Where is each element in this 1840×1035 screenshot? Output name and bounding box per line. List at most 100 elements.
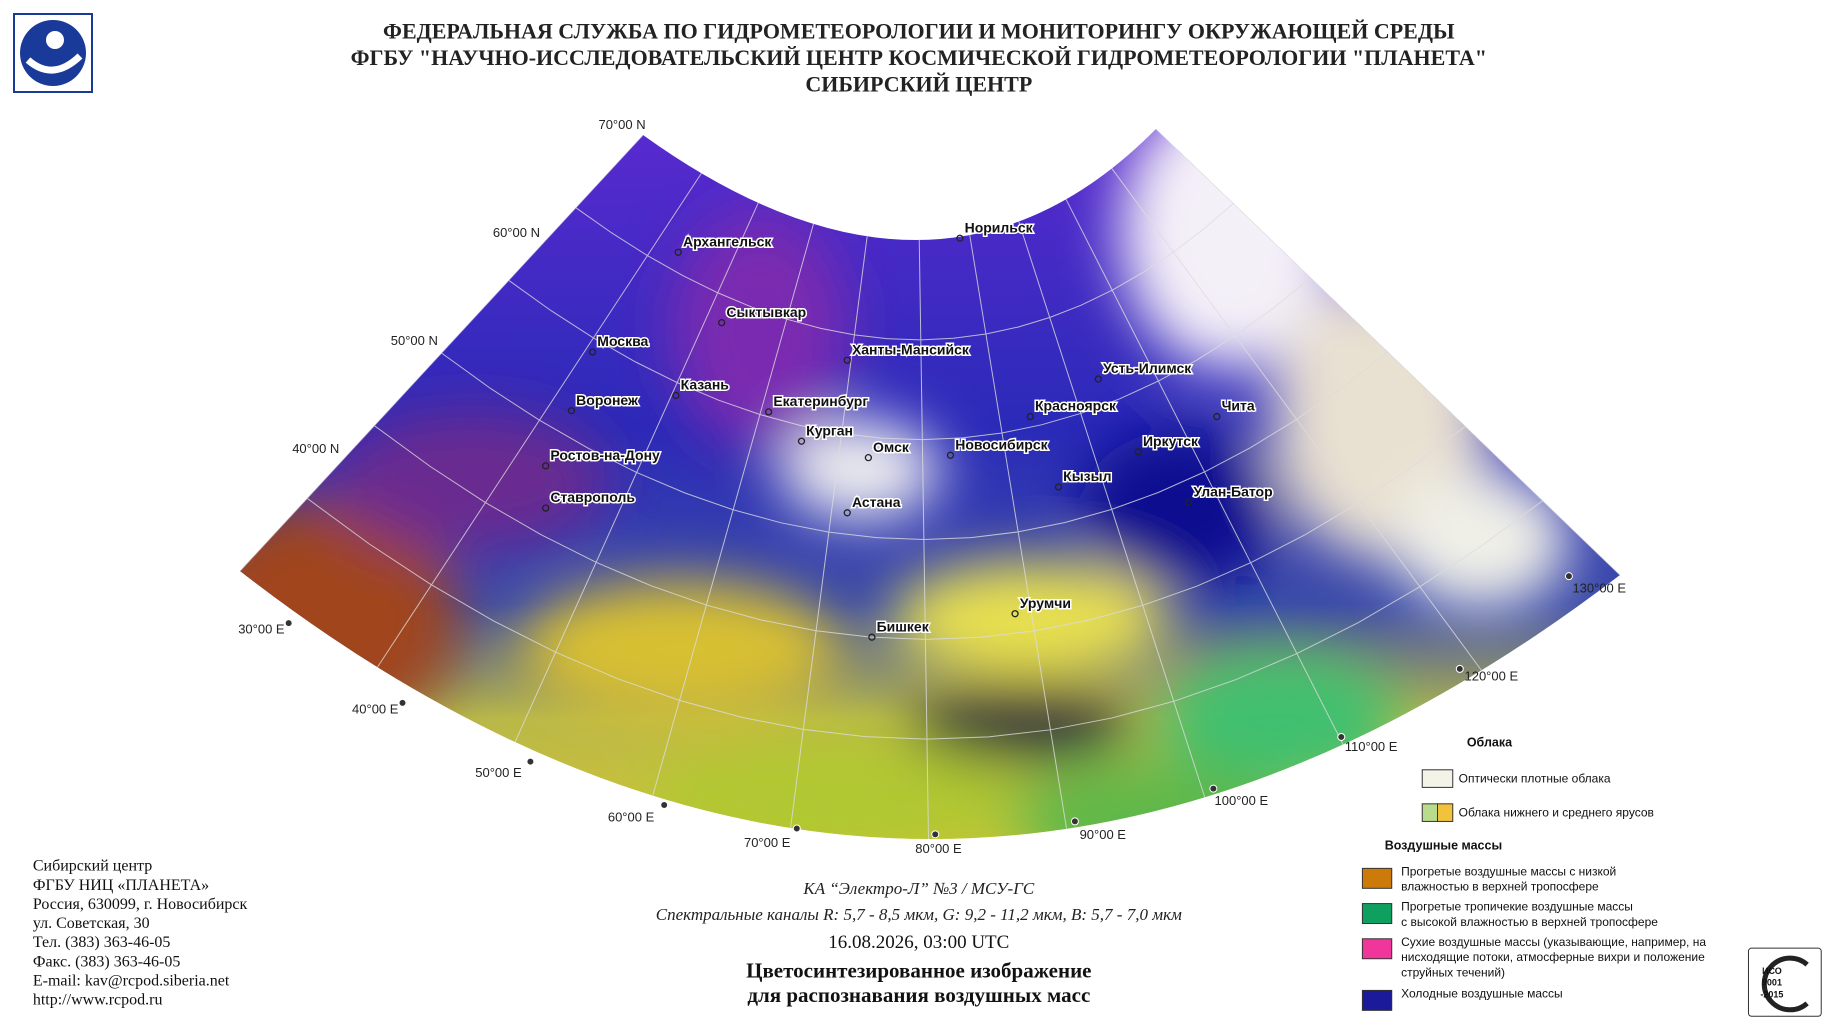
longitude-label: 100°00 E: [1215, 793, 1269, 808]
city-label: Урумчи: [1020, 595, 1071, 611]
city-label: Норильск: [965, 219, 1034, 235]
city-marker: [868, 633, 876, 641]
footer-line: http://www.rcpod.ru: [33, 992, 163, 1009]
city-label: Ханты-Мансийск: [852, 341, 970, 357]
certificate-mark: [1761, 955, 1809, 1013]
city-marker: [542, 462, 550, 470]
header-line: ФЕДЕРАЛЬНАЯ СЛУЖБА ПО ГИДРОМЕТЕОРОЛОГИИ …: [383, 19, 1455, 44]
city-marker: [797, 437, 806, 445]
legend-swatch: [1361, 989, 1393, 1011]
legend-label: Холодные воздушные массы: [1401, 986, 1563, 1000]
city-marker: [843, 356, 851, 364]
certificate-text: ИСО: [1762, 966, 1782, 976]
city-label: Казань: [681, 377, 730, 393]
city-marker: [1213, 412, 1221, 421]
legend-swatch: [1361, 867, 1393, 889]
header-line: СИБИРСКИЙ ЦЕНТР: [805, 72, 1032, 97]
legend-label: нисходящие потоки, атмосферные вихри и п…: [1401, 950, 1705, 964]
legend-label: влажностью в верхней тропосфере: [1401, 880, 1599, 894]
parallel: [441, 351, 1389, 541]
city-label: Сыктывкар: [726, 304, 806, 320]
legend-label: струйных течений): [1401, 965, 1505, 979]
longitude-label: 120°00 E: [1464, 669, 1518, 684]
certificate-text: 9001: [1762, 978, 1782, 988]
legend-label: Сухие воздушные массы (указывающие, напр…: [1401, 935, 1706, 949]
graticule-node: [284, 619, 293, 628]
longitude-label: 130°00 E: [1572, 581, 1626, 596]
city-label: Иркутск: [1143, 433, 1199, 449]
city-marker: [674, 248, 682, 256]
footer-line: Факс. (383) 363-46-05: [33, 953, 181, 970]
legend-swatch: [1421, 769, 1454, 788]
footer-line: E-mail: kav@rcpod.siberia.net: [33, 972, 230, 989]
city-marker: [1134, 448, 1142, 456]
latitude-label: 50°00 N: [391, 333, 438, 348]
legend-swatch: [1437, 803, 1454, 822]
legend-title: Облака: [1467, 735, 1513, 749]
city-marker: [588, 348, 597, 356]
latitude-label: 60°00 N: [493, 225, 540, 240]
legend-swatch: [1361, 938, 1393, 960]
graticule-node: [1209, 784, 1218, 793]
city-marker: [1026, 412, 1034, 421]
parallel: [575, 202, 1234, 341]
footer-line: Сибирский центр: [33, 858, 152, 875]
longitude-label: 80°00 E: [915, 841, 962, 856]
city-label: Ставрополь: [550, 489, 635, 505]
city-marker: [956, 234, 964, 242]
graticule-node: [526, 757, 535, 766]
caption-datetime: 16.08.2026, 03:00 UTC: [828, 932, 1009, 953]
graticule-node: [931, 830, 940, 839]
legend-swatch: [1421, 803, 1438, 822]
certificate-text: -2015: [1760, 989, 1783, 999]
city-marker: [1054, 483, 1063, 491]
city-label: Екатеринбург: [773, 393, 868, 409]
city-label: Омск: [873, 439, 910, 455]
city-marker: [1185, 498, 1193, 506]
graticule-node: [660, 801, 669, 809]
longitude-label: 50°00 E: [475, 765, 522, 780]
footer-line: ул. Советская, 30: [33, 915, 150, 932]
city-marker: [672, 391, 680, 400]
longitude-label: 60°00 E: [608, 809, 655, 824]
parallel: [374, 425, 1466, 640]
graticule-node: [398, 698, 407, 707]
city-label: Новосибирск: [955, 436, 1048, 452]
city-marker: [946, 451, 955, 459]
parallel: [508, 277, 1311, 441]
caption-title: для распознавания воздушных масс: [747, 983, 1090, 1007]
city-marker: [1011, 610, 1019, 618]
city-marker: [567, 407, 576, 415]
graticule-node: [1070, 817, 1079, 826]
city-marker: [718, 319, 726, 327]
graticule-node: [1455, 664, 1464, 673]
logo: [13, 13, 93, 93]
longitude-label: 40°00 E: [352, 701, 399, 716]
city-label: Архангельск: [683, 233, 772, 249]
legend-label: Прогретые воздушные массы с низкой: [1401, 864, 1616, 878]
legend-label: Облака нижнего и среднего ярусов: [1459, 806, 1654, 820]
longitude-label: 70°00 E: [744, 835, 791, 850]
city-marker: [1094, 375, 1103, 383]
caption-title: Цветосинтезированное изображение: [746, 959, 1091, 983]
footer-line: Россия, 630099, г. Новосибирск: [33, 896, 248, 913]
longitude-label: 90°00 E: [1080, 827, 1127, 842]
city-marker: [764, 408, 773, 416]
latitude-label: 70°00 N: [598, 117, 645, 132]
parallel: [306, 497, 1543, 740]
city-label: Курган: [806, 422, 853, 438]
longitude-label: 110°00 E: [1345, 739, 1398, 754]
city-marker: [542, 504, 550, 512]
graticule-node: [792, 824, 801, 833]
city-label: Красноярск: [1035, 398, 1117, 414]
city-marker: [864, 454, 873, 462]
city-label: Ростов-на-Дону: [550, 447, 660, 463]
city-marker: [843, 509, 851, 517]
caption-satellite: КА “Электро-Л” №3 / МСУ-ГС: [802, 879, 1034, 898]
footer-line: ФГБУ НИЦ «ПЛАНЕТА»: [33, 877, 209, 894]
legend-swatch: [1361, 903, 1393, 925]
city-label: Москва: [597, 333, 648, 349]
city-label: Астана: [852, 494, 901, 510]
